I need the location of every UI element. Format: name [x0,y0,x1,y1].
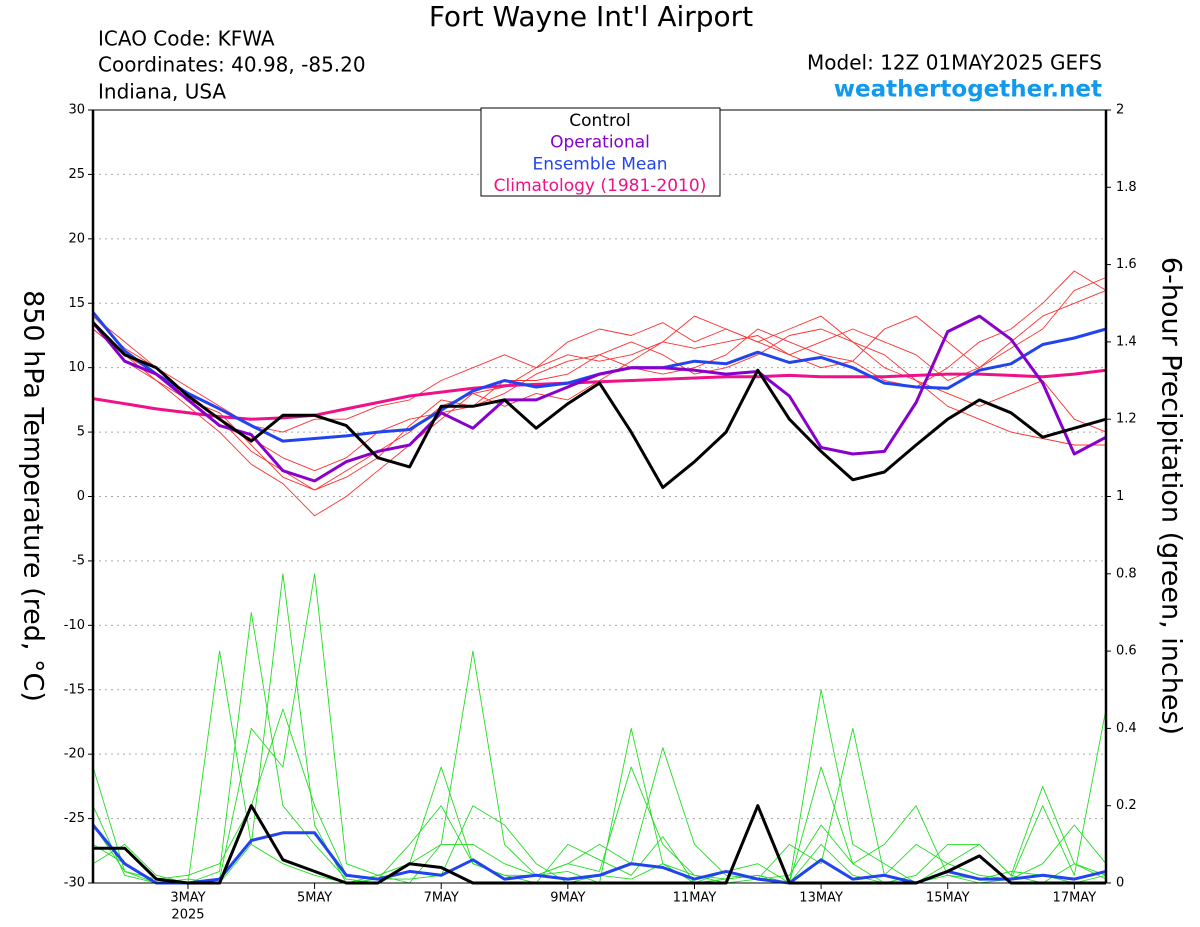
y-tick-label: -30 [64,876,85,891]
y2-tick-label: 1.4 [1116,334,1137,349]
temp-line [91,311,1107,443]
y2-tick-label: 0.8 [1116,566,1137,581]
legend-box [480,107,721,197]
y2-tick-label: 1.8 [1116,180,1137,195]
temp-line [91,314,1107,483]
y-tick-label: 30 [68,103,85,118]
y-tick-label: -10 [64,618,85,633]
legend-entry: Ensemble Mean [532,154,667,174]
precip-member-line [92,573,1107,884]
y2-tick-label: 2 [1116,103,1124,118]
y-tick-label: -20 [64,747,85,762]
x-year-label: 2025 [171,908,204,923]
y2-tick-label: 1.2 [1116,412,1137,427]
legend-entry: Control [569,111,630,131]
x-tick-label: 5MAY [297,891,332,906]
info-text: Coordinates: 40.98, -85.20 [98,53,366,77]
precip-line [91,824,1107,885]
y2-tick-label: 0.2 [1116,798,1137,813]
y-tick-label: 5 [77,425,85,440]
y-tick-label: -15 [64,682,85,697]
source-text: weathertogether.net [834,77,1102,103]
y-tick-label: 25 [68,167,85,182]
temp-member-line [92,277,1107,517]
x-tick-label: 13MAY [799,891,843,906]
y2-tick-label: 0 [1116,876,1124,891]
info-text: ICAO Code: KFWA [98,27,275,51]
info-text: Indiana, USA [98,80,226,104]
y-tick-label: -5 [72,553,85,568]
temp-member-line [92,315,1106,446]
temp-member-line [92,289,1107,491]
precip-member-line [92,612,1107,884]
y2-tick-label: 1 [1116,489,1124,504]
temp-line [91,321,1107,489]
legend-entry: Operational [550,133,650,153]
x-tick-label: 3MAY [170,891,205,906]
y-tick-label: 10 [68,360,85,375]
y-tick-label: 0 [77,489,85,504]
precip-member-line [92,573,1107,884]
y2-axis-label: 6-hour Precipitation (green, inches) [1156,257,1187,735]
y2-tick-label: 1.6 [1116,257,1137,272]
x-tick-label: 11MAY [673,891,717,906]
legend-entry: Climatology (1981-2010) [494,176,707,196]
x-tick-label: 15MAY [926,891,970,906]
y-tick-label: -25 [64,811,85,826]
y-tick-label: 15 [68,296,85,311]
y-tick-label: 20 [68,231,85,246]
y2-tick-label: 0.4 [1116,721,1137,736]
x-tick-label: 9MAY [550,891,585,906]
model-text: Model: 12Z 01MAY2025 GEFS [807,51,1102,75]
y2-tick-label: 0.6 [1116,644,1137,659]
chart-title: Fort Wayne Int'l Airport [429,0,753,33]
x-tick-label: 7MAY [424,891,459,906]
precip-member-line [92,708,1107,884]
temp-member-line [92,315,1107,472]
y-axis-label: 850 hPa Temperature (red, °C) [18,290,49,702]
x-tick-label: 17MAY [1053,891,1097,906]
